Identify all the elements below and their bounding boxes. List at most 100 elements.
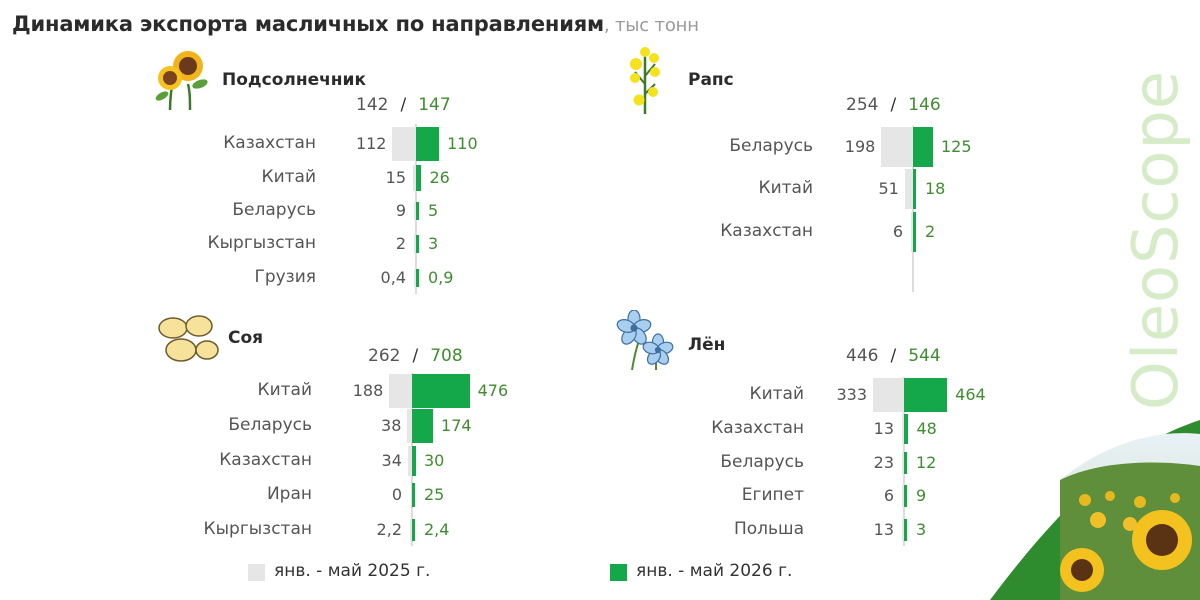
bar-2025 — [407, 446, 412, 476]
bar-2025 — [389, 374, 412, 408]
panel-title: Соя — [228, 328, 264, 348]
total-2026: 147 — [418, 95, 451, 115]
value-2025: 34 — [381, 451, 402, 470]
rapeseed-icon — [630, 47, 660, 114]
sunflower-field-image — [990, 420, 1200, 600]
panel-totals: 142 / 147 — [356, 95, 451, 115]
total-2025: 254 — [846, 95, 879, 115]
title-unit: , тыс тонн — [603, 15, 699, 36]
bar-2025 — [901, 452, 904, 474]
bar-2025 — [407, 409, 412, 443]
brand-watermark: OleoScope — [1119, 70, 1192, 410]
legend-swatch-2025 — [248, 564, 265, 581]
value-2026: 3 — [916, 520, 927, 539]
bar-2025 — [902, 485, 904, 507]
category-label: Беларусь — [720, 452, 804, 472]
value-2025: 198 — [844, 137, 876, 156]
total-2025: 446 — [846, 346, 879, 366]
value-2026: 125 — [941, 137, 972, 156]
value-2025: 23 — [873, 453, 894, 472]
panel-totals: 254 / 146 — [846, 95, 941, 115]
value-2025: 15 — [385, 168, 406, 187]
bar-2026 — [904, 414, 909, 444]
bar-2025 — [410, 519, 412, 541]
bar-2026 — [913, 127, 933, 167]
bar-2026 — [416, 127, 440, 161]
bar-2026 — [913, 212, 916, 252]
value-2025: 6 — [883, 486, 894, 505]
category-label: Польша — [733, 519, 804, 539]
value-2026: 9 — [916, 486, 927, 505]
bar-2026 — [412, 446, 416, 476]
value-2025: 13 — [873, 520, 894, 539]
bar-2026 — [904, 378, 948, 412]
value-2025: 0,4 — [380, 268, 406, 287]
value-2026: 2,4 — [424, 520, 450, 539]
bar-2026 — [416, 165, 422, 191]
value-2026: 110 — [447, 134, 478, 153]
total-separator: / — [412, 346, 419, 366]
bar-2025 — [392, 127, 416, 161]
bar-2025 — [904, 169, 913, 209]
total-2025: 142 — [356, 95, 389, 115]
value-2026: 0,9 — [428, 268, 454, 287]
category-label: Иран — [266, 484, 312, 504]
total-2025: 262 — [368, 346, 401, 366]
total-separator: / — [400, 95, 407, 115]
panel-title: Лён — [688, 335, 726, 355]
bar-2026 — [904, 452, 907, 474]
bar-2026 — [416, 202, 419, 220]
sunflower-icon — [155, 51, 208, 111]
total-2026: 544 — [908, 346, 941, 366]
value-2025: 333 — [836, 385, 868, 404]
legend-label-2025: янв. - май 2025 г. — [274, 561, 431, 581]
value-2026: 18 — [925, 179, 946, 198]
value-2026: 30 — [424, 451, 445, 470]
legend-swatch-2026 — [610, 564, 627, 581]
panel-totals: 446 / 544 — [846, 346, 941, 366]
value-2025: 51 — [878, 179, 899, 198]
value-2026: 5 — [428, 201, 439, 220]
bar-2025 — [911, 212, 913, 252]
total-separator: / — [890, 95, 897, 115]
category-label: Беларусь — [232, 200, 316, 220]
chart-title: Динамика экспорта масличных по направлен… — [12, 12, 699, 36]
value-2026: 26 — [429, 168, 450, 187]
value-2026: 476 — [477, 381, 509, 400]
value-2026: 464 — [955, 385, 986, 404]
title-main: Динамика экспорта масличных по направлен… — [12, 12, 604, 36]
legend-label-2026: янв. - май 2026 г. — [636, 561, 793, 581]
total-2026: 708 — [430, 346, 463, 366]
total-2026: 146 — [908, 95, 941, 115]
category-label: Казахстан — [711, 418, 804, 438]
value-2025: 38 — [381, 416, 402, 435]
value-2025: 2,2 — [376, 520, 402, 539]
category-label: Беларусь — [228, 415, 312, 435]
bar-2026 — [416, 235, 419, 253]
category-label: Казахстан — [223, 133, 316, 153]
value-2025: 9 — [395, 201, 406, 220]
value-2025: 6 — [892, 222, 903, 241]
value-2025: 188 — [352, 381, 384, 400]
bar-2026 — [412, 483, 416, 507]
bar-2025 — [881, 127, 913, 167]
bar-2026 — [412, 374, 470, 408]
value-2025: 13 — [873, 419, 894, 438]
bar-2026 — [904, 519, 907, 541]
total-separator: / — [890, 346, 897, 366]
category-label: Казахстан — [720, 221, 813, 241]
category-label: Беларусь — [729, 136, 813, 156]
value-2026: 12 — [916, 453, 937, 472]
value-2025: 112 — [355, 134, 387, 153]
bar-2025 — [902, 414, 904, 444]
bar-2025 — [414, 235, 416, 253]
category-label: Кыргызстан — [203, 519, 312, 539]
value-2026: 174 — [441, 416, 472, 435]
bar-2026 — [904, 485, 907, 507]
category-label: Египет — [741, 485, 804, 505]
category-label: Грузия — [254, 267, 316, 287]
bar-2025 — [902, 519, 904, 541]
bar-2026 — [416, 269, 419, 287]
category-label: Китай — [261, 167, 317, 187]
value-2025: 2 — [395, 234, 406, 253]
